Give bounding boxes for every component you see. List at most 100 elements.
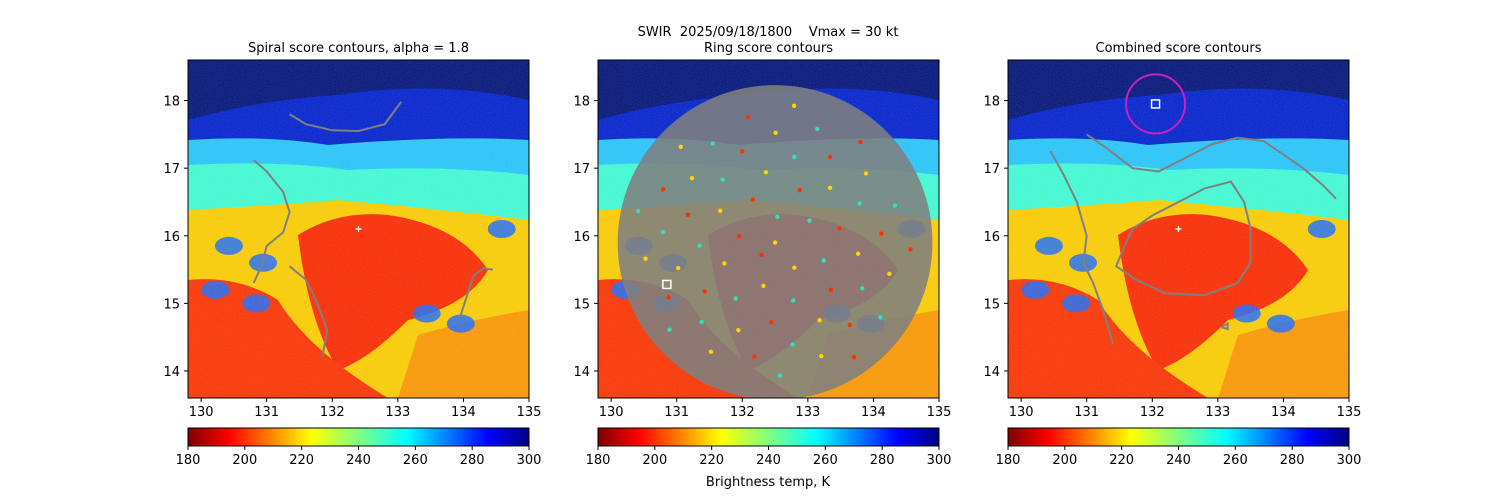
plot-frame — [597, 59, 940, 399]
ring-contour-fleck — [863, 171, 869, 176]
colorbar-tick-label: 240 — [346, 453, 371, 468]
y-tick-label: 16 — [573, 230, 590, 245]
ring-contour-fleck — [667, 327, 672, 332]
brightness-temp-image — [188, 60, 529, 398]
ring-contour-fleck — [722, 261, 727, 266]
ring-contour-fleck — [772, 240, 778, 245]
ring-contour-fleck — [791, 298, 796, 303]
figure-suptitle: SWIR 2025/09/18/1800 Vmax = 30 kt — [638, 25, 899, 40]
x-tick-label: 135 — [517, 405, 542, 420]
ring-contour-fleck — [736, 327, 741, 333]
score-contour — [1086, 133, 1337, 200]
x-tick-label: 133 — [1205, 405, 1230, 420]
ring-contour-fleck — [819, 353, 824, 359]
score-contour — [1220, 321, 1229, 331]
x-tick-label: 132 — [1140, 405, 1165, 420]
panel-title: Combined score contours — [1096, 41, 1262, 56]
ring-contour-fleck — [878, 315, 883, 320]
ring-contour-fleck — [750, 197, 755, 202]
ring-contour-fleck — [660, 187, 666, 192]
x-tick-label: 130 — [599, 405, 624, 420]
x-tick-label: 133 — [795, 405, 820, 420]
x-tick-label: 134 — [861, 405, 886, 420]
x-tick-label: 135 — [1337, 405, 1362, 420]
ring-contour-fleck — [860, 286, 865, 291]
best-center-marker — [1150, 99, 1161, 109]
x-tick-label: 134 — [451, 405, 476, 420]
colorbar-tick-label: 200 — [642, 453, 667, 468]
colorbar-tick-label: 300 — [1337, 453, 1362, 468]
ring-contour-fleck — [769, 319, 774, 325]
ring-contour-fleck — [720, 177, 725, 182]
ring-contour-fleck — [797, 187, 802, 193]
ring-contour-fleck — [807, 218, 812, 223]
ring-contour-fleck — [775, 214, 780, 219]
ring-contour-fleck — [857, 201, 862, 206]
ring-contour-fleck — [752, 354, 757, 359]
ring-contour-fleck — [685, 212, 691, 217]
ring-contour-fleck — [733, 296, 738, 301]
ring-contour-fleck — [759, 252, 764, 258]
brightness-temp-image — [598, 60, 939, 398]
plot-frame — [1007, 59, 1350, 399]
ring-contour-fleck — [697, 243, 702, 248]
ring-contour-fleck — [676, 265, 681, 271]
colorbar-tick-label: 260 — [1223, 453, 1248, 468]
score-contour — [288, 265, 329, 358]
x-tick-label: 130 — [1009, 405, 1034, 420]
center-marker — [662, 279, 672, 290]
ring-contour-fleck — [879, 231, 884, 236]
x-tick-label: 132 — [320, 405, 345, 420]
ring-contour-fleck — [643, 256, 648, 261]
plot-frame — [187, 59, 530, 399]
ring-contour-fleck — [887, 271, 892, 277]
y-tick-label: 18 — [983, 95, 1000, 110]
center-marker — [355, 226, 362, 232]
ring-contour-fleck — [710, 141, 715, 146]
ring-contour-fleck — [745, 115, 751, 120]
ring-contour-fleck — [777, 373, 783, 378]
x-tick-label: 131 — [1074, 405, 1099, 420]
colorbar — [1007, 427, 1350, 447]
y-tick-label: 15 — [573, 297, 590, 312]
score-contour — [1049, 150, 1114, 345]
score-contour — [459, 267, 494, 318]
panel-2: Ring score contours 130 131 132 133 134 135 14 1… — [573, 41, 951, 468]
colorbar-tick-label: 180 — [996, 453, 1021, 468]
ring-contour-fleck — [635, 208, 641, 214]
y-tick-label: 14 — [573, 365, 590, 380]
panel-title: Ring score contours — [704, 41, 833, 56]
y-tick-label: 17 — [983, 162, 1000, 177]
ring-contour-fleck — [666, 295, 671, 300]
x-tick-label: 135 — [927, 405, 952, 420]
colorbar-tick-label: 220 — [699, 453, 724, 468]
x-tick-label: 131 — [664, 405, 689, 420]
y-tick-label: 17 — [573, 162, 590, 177]
y-tick-label: 18 — [163, 95, 180, 110]
colorbar-tick-label: 280 — [870, 453, 895, 468]
ring-contour-fleck — [699, 319, 704, 325]
colorbar — [597, 427, 940, 447]
ring-contour-fleck — [821, 258, 826, 263]
ring-contour-fleck — [761, 283, 766, 288]
center-marker — [1175, 226, 1182, 232]
brightness-temp-image — [1008, 60, 1349, 398]
colorbar-tick-label: 300 — [517, 453, 542, 468]
colorbar — [187, 427, 530, 447]
colorbar-tick-label: 260 — [813, 453, 838, 468]
colorbar-tick-label: 200 — [1052, 453, 1077, 468]
score-contour — [1114, 180, 1252, 297]
ring-contour-fleck — [815, 126, 820, 131]
colorbar-tick-label: 260 — [403, 453, 428, 468]
ring-contour-fleck — [718, 208, 723, 213]
x-tick-label: 133 — [385, 405, 410, 420]
score-contour — [289, 101, 402, 133]
ring-contour-fleck — [828, 287, 834, 292]
y-tick-label: 15 — [983, 297, 1000, 312]
ring-contour-fleck — [702, 289, 707, 294]
colorbar-label: Brightness temp, K — [706, 475, 831, 490]
ring-contour-fleck — [827, 185, 833, 190]
ring-contour-fleck — [827, 154, 833, 160]
colorbar-tick-label: 180 — [586, 453, 611, 468]
